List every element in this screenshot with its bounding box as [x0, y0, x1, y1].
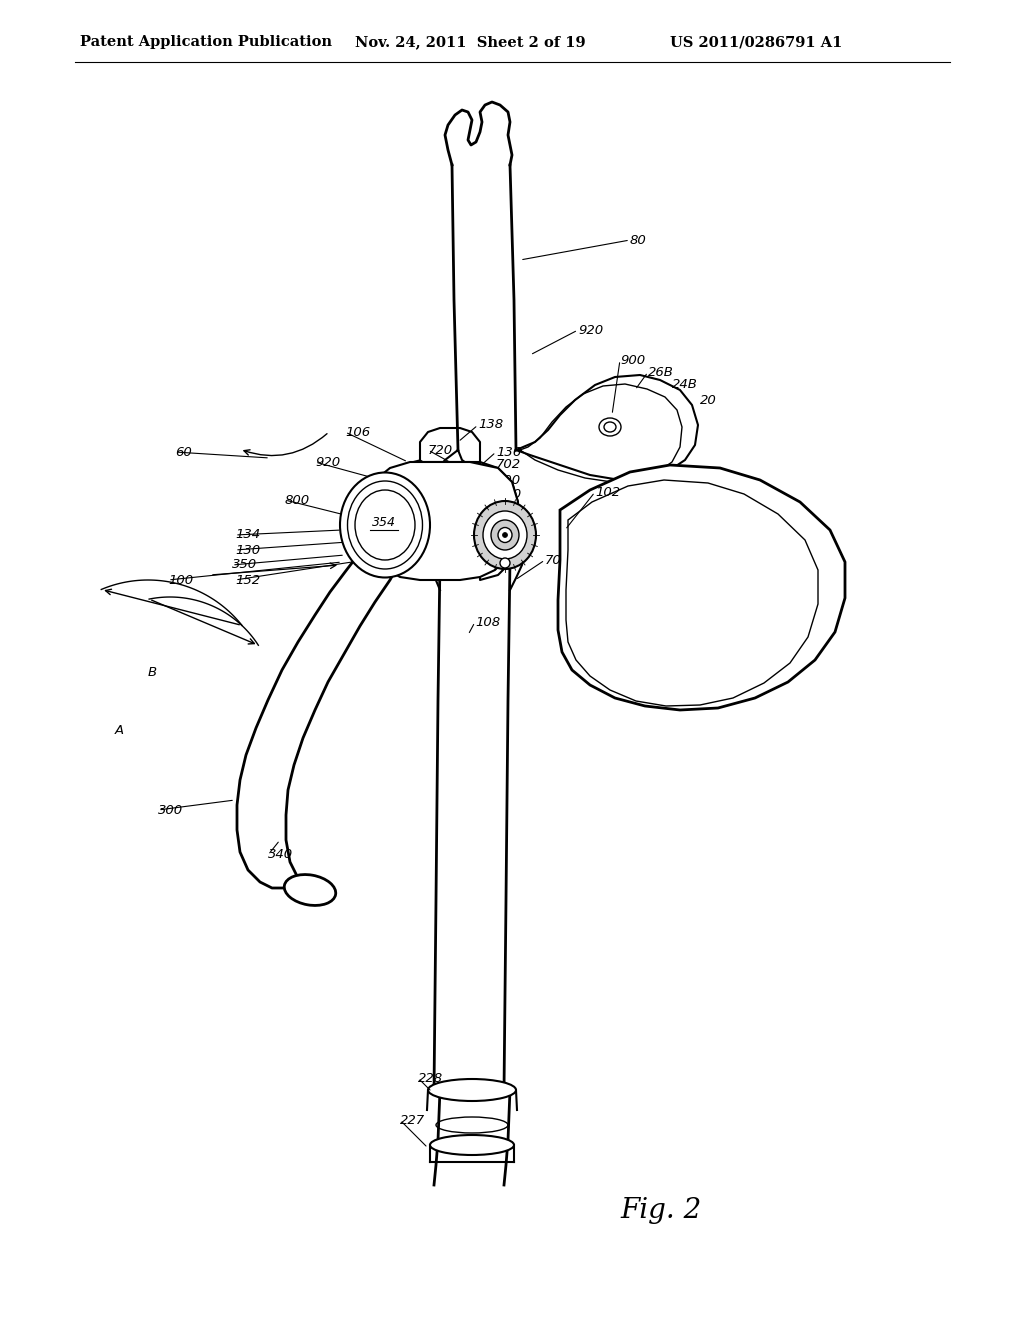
Polygon shape: [360, 462, 518, 579]
Text: 300: 300: [158, 804, 183, 817]
Ellipse shape: [483, 511, 527, 558]
Ellipse shape: [503, 532, 508, 537]
Text: 138: 138: [478, 418, 503, 432]
Text: 900: 900: [620, 354, 645, 367]
Text: 26B: 26B: [648, 366, 674, 379]
Text: 24B: 24B: [672, 379, 698, 392]
Text: 130: 130: [234, 544, 260, 557]
Ellipse shape: [355, 490, 415, 560]
Text: 920: 920: [315, 455, 340, 469]
Ellipse shape: [347, 480, 423, 569]
Text: 702: 702: [428, 565, 454, 578]
Ellipse shape: [500, 558, 510, 568]
Ellipse shape: [340, 473, 430, 578]
Text: 702: 702: [496, 458, 521, 471]
Text: 100: 100: [168, 573, 194, 586]
Text: 700: 700: [496, 474, 521, 487]
Text: Nov. 24, 2011  Sheet 2 of 19: Nov. 24, 2011 Sheet 2 of 19: [355, 36, 586, 49]
Ellipse shape: [285, 875, 336, 906]
Text: 227: 227: [400, 1114, 425, 1126]
Text: 136: 136: [496, 446, 521, 458]
Text: 20: 20: [700, 393, 717, 407]
Text: 108: 108: [475, 615, 500, 628]
Text: 60: 60: [175, 446, 191, 458]
Ellipse shape: [599, 418, 621, 436]
Ellipse shape: [490, 520, 519, 550]
Text: 340: 340: [268, 849, 293, 862]
Text: 610: 610: [496, 488, 521, 502]
Text: 102: 102: [595, 486, 621, 499]
Text: 106: 106: [345, 425, 370, 438]
Ellipse shape: [474, 502, 536, 569]
Text: 354: 354: [372, 516, 396, 529]
Ellipse shape: [428, 1078, 516, 1101]
Text: B: B: [148, 665, 157, 678]
Ellipse shape: [415, 466, 429, 478]
Text: Fig. 2: Fig. 2: [620, 1196, 701, 1224]
Text: Patent Application Publication: Patent Application Publication: [80, 36, 332, 49]
Text: 720: 720: [428, 444, 454, 457]
Text: 350: 350: [232, 558, 257, 572]
Text: 70: 70: [545, 553, 562, 566]
Ellipse shape: [430, 1135, 514, 1155]
Text: 800: 800: [285, 494, 310, 507]
Text: 152: 152: [234, 573, 260, 586]
Text: 920: 920: [578, 323, 603, 337]
Text: 228: 228: [418, 1072, 443, 1085]
Text: 134: 134: [234, 528, 260, 541]
Text: A: A: [115, 723, 124, 737]
Polygon shape: [558, 465, 845, 710]
Text: 680: 680: [496, 519, 521, 532]
Text: US 2011/0286791 A1: US 2011/0286791 A1: [670, 36, 843, 49]
Text: 760: 760: [496, 503, 521, 516]
Ellipse shape: [498, 528, 512, 543]
Text: 80: 80: [630, 234, 647, 247]
